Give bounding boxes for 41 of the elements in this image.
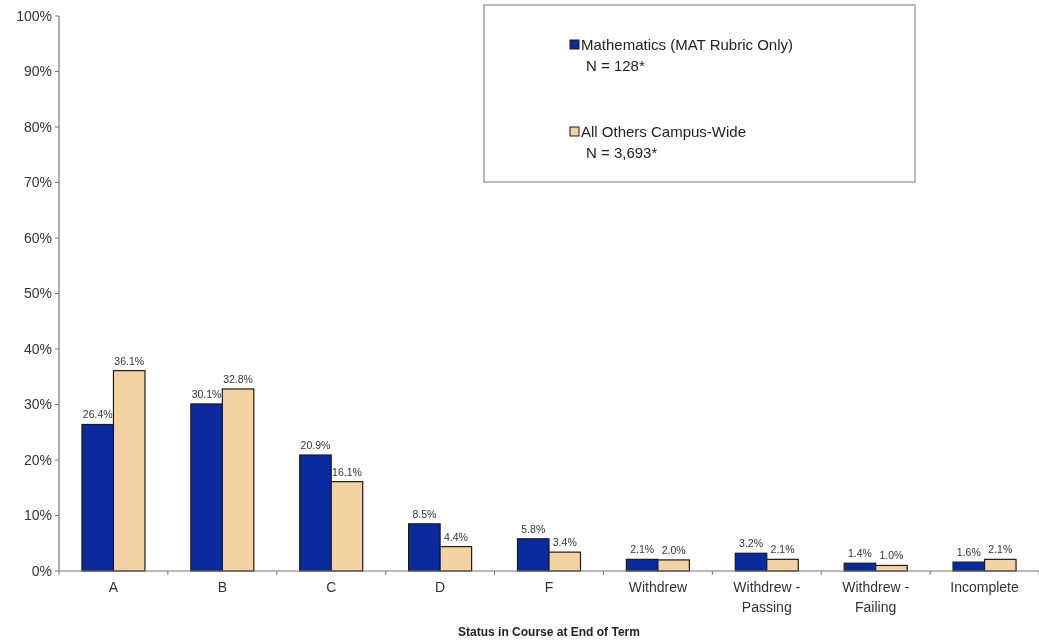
data-label: 16.1% (332, 465, 362, 478)
x-tick-label: A (108, 579, 119, 595)
y-tick-label: 70% (23, 174, 52, 191)
legend-label: All Others Campus-Wide N = 3,693* (581, 123, 747, 161)
x-tick-label: Withdrew - Passing (733, 579, 801, 615)
y-tick-label: 30% (23, 396, 52, 413)
y-tick-label: 80% (23, 118, 52, 135)
data-label: 32.8% (223, 372, 253, 385)
data-label: 1.4% (847, 547, 872, 560)
data-label: 2.1% (770, 543, 795, 556)
legend-label: Mathematics (MAT Rubric Only) N = 128* (581, 36, 793, 74)
data-label: 1.6% (956, 546, 981, 559)
data-label: 2.1% (988, 543, 1013, 556)
data-label: 3.4% (552, 536, 577, 549)
x-axis-title: Status in Course at End of Term (458, 625, 640, 639)
y-tick-label: 60% (23, 229, 52, 246)
x-tick-label: D (435, 579, 446, 595)
y-tick-label: 10% (23, 507, 52, 524)
data-label: 30.1% (191, 387, 222, 400)
x-tick-label: F (544, 579, 554, 595)
data-label: 3.2% (739, 537, 763, 550)
data-label: 2.1% (630, 543, 655, 556)
y-tick-label: 90% (23, 63, 52, 80)
data-label: 8.5% (412, 507, 437, 520)
x-tick-label: Incomplete (950, 579, 1020, 595)
data-label: 26.4% (82, 408, 113, 421)
y-tick-label: 100% (16, 7, 52, 24)
data-label: 2.0% (661, 543, 686, 556)
data-label: 1.0% (879, 549, 904, 562)
y-tick-label: 0% (31, 562, 52, 579)
data-label: 4.4% (443, 530, 468, 543)
x-tick-label: C (326, 579, 337, 595)
data-label: 20.9% (300, 439, 331, 452)
x-tick-label: Withdrew - Failing (842, 579, 910, 615)
y-tick-label: 50% (23, 285, 52, 302)
x-tick-label: Withdrew (628, 579, 688, 595)
y-tick-label: 20% (23, 451, 52, 468)
y-tick-label: 40% (23, 340, 52, 357)
data-label: 36.1% (114, 354, 145, 367)
data-label: 5.8% (521, 522, 546, 535)
x-tick-label: B (217, 579, 228, 595)
